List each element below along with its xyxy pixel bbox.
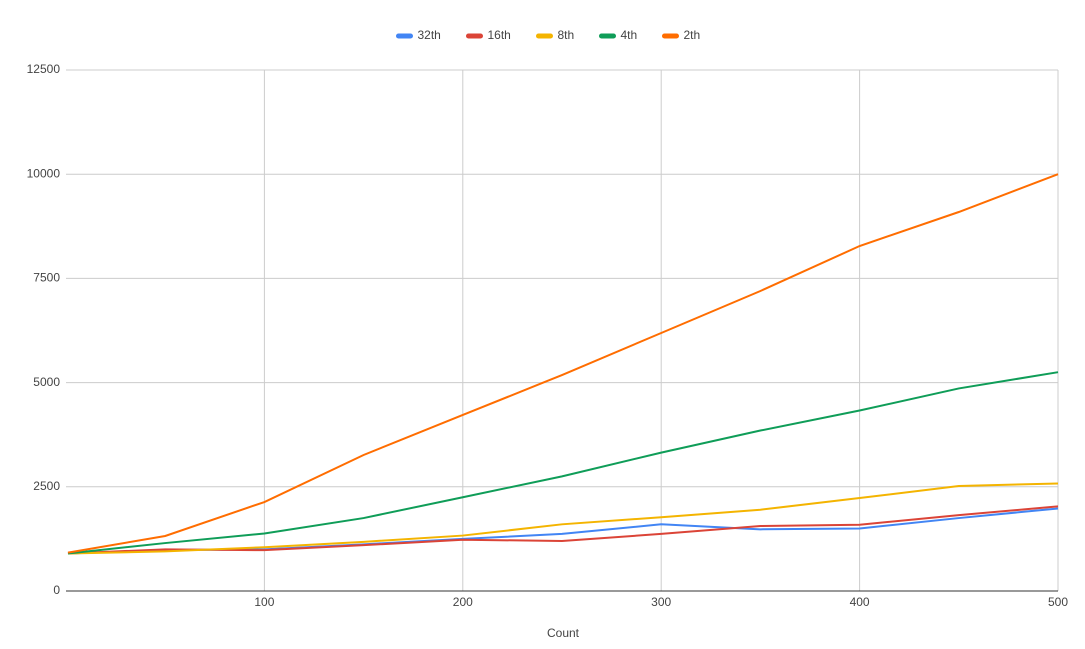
legend-label: 32th [418,28,441,42]
legend-label: 2th [684,28,701,42]
x-tick-label: 100 [254,595,274,609]
x-tick-label: 500 [1048,595,1068,609]
x-tick-label: 400 [850,595,870,609]
y-tick-label: 10000 [27,166,61,180]
legend-label: 4th [621,28,638,42]
line [67,505,1059,555]
x-axis-label: Count [547,626,580,640]
legend-label: 8th [558,28,575,42]
y-tick-label: 5000 [33,375,60,389]
y-tick-label: 12500 [27,62,61,76]
line [67,507,1059,555]
y-tick-label: 7500 [33,271,60,285]
y-tick-label: 0 [53,583,60,597]
line [67,173,1059,554]
line [67,371,1059,555]
x-tick-label: 200 [453,595,473,609]
line [67,482,1059,555]
x-tick-label: 300 [651,595,671,609]
y-tick-label: 2500 [33,479,60,493]
legend-label: 16th [488,28,511,42]
